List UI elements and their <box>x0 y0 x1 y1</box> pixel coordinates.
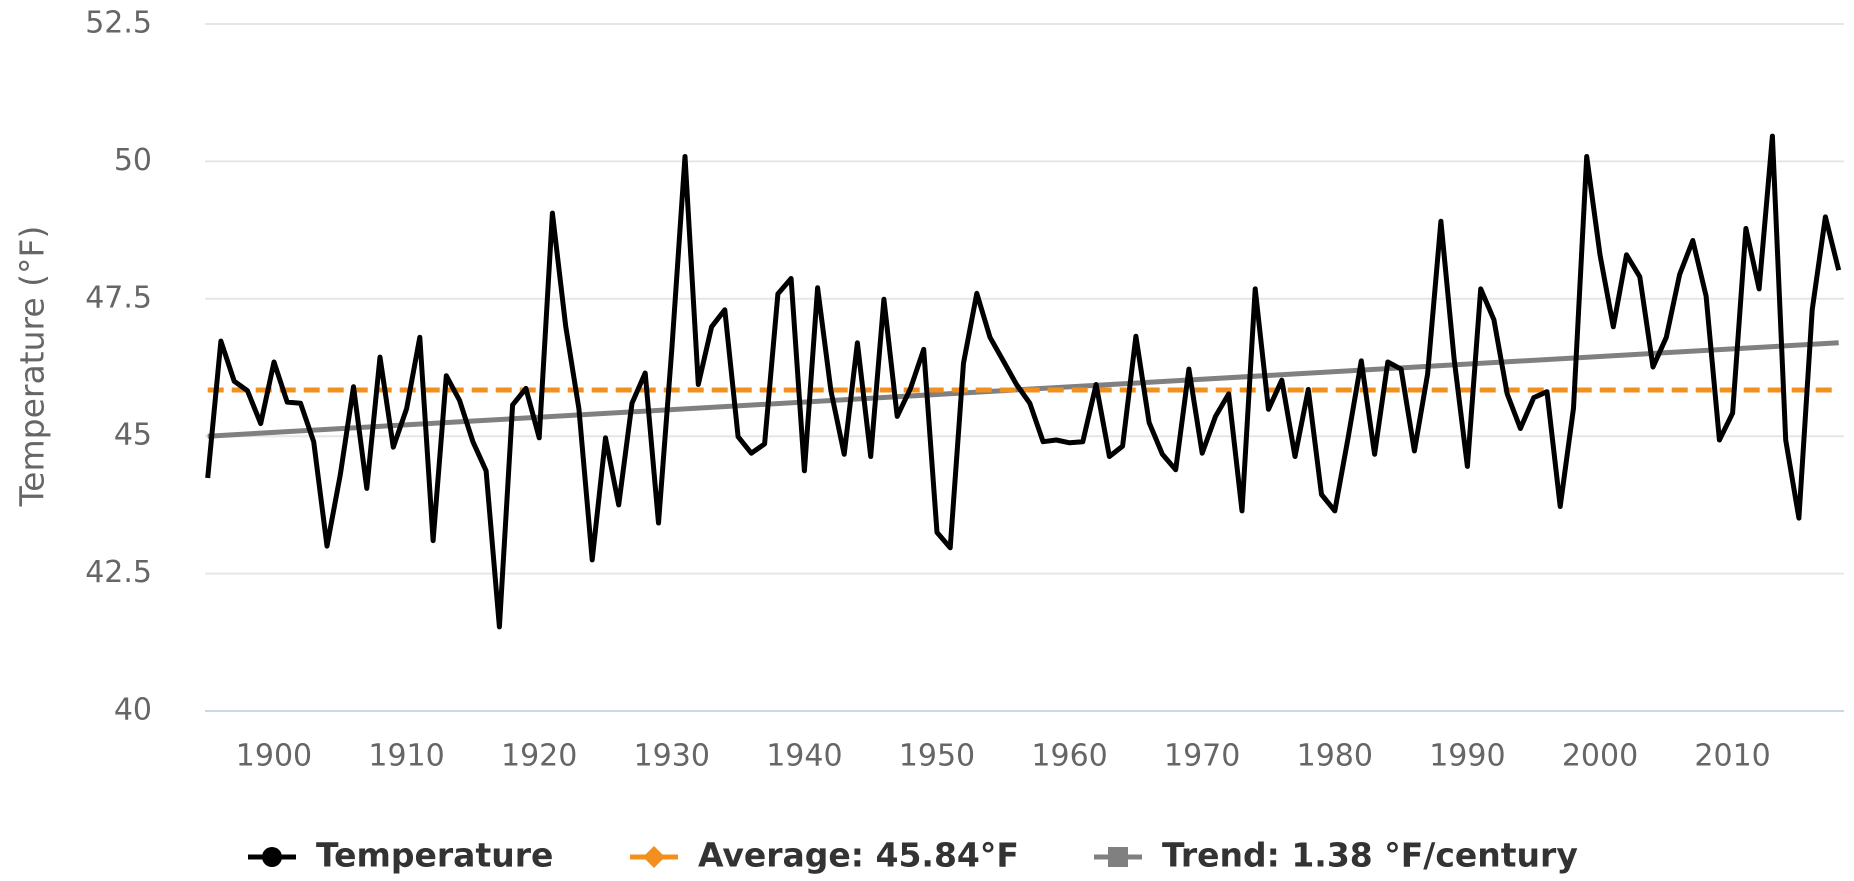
x-tick-label: 1940 <box>766 739 842 774</box>
y-axis-label: Temperature (°F) <box>13 226 52 508</box>
y-tick-label: 45 <box>114 418 152 453</box>
y-tick-label: 42.5 <box>85 555 152 590</box>
legend-marker <box>262 847 282 867</box>
y-tick-label: 47.5 <box>85 280 152 315</box>
x-tick-label: 1950 <box>899 739 975 774</box>
legend-marker <box>643 846 665 868</box>
x-tick-label: 2000 <box>1562 739 1638 774</box>
x-tick-label: 1980 <box>1297 739 1373 774</box>
legend-label: Trend: 1.38 °F/century <box>1162 836 1578 875</box>
y-tick-label: 50 <box>114 143 152 178</box>
legend-label: Temperature <box>316 836 553 875</box>
x-tick-label: 1960 <box>1031 739 1107 774</box>
x-tick-label: 1920 <box>501 739 577 774</box>
x-tick-label: 1930 <box>634 739 710 774</box>
y-tick-label: 52.5 <box>85 6 152 41</box>
x-tick-label: 1990 <box>1429 739 1505 774</box>
legend-label: Average: 45.84°F <box>698 836 1019 875</box>
x-tick-label: 1970 <box>1164 739 1240 774</box>
legend-marker <box>1108 847 1128 867</box>
series-line <box>207 340 1839 439</box>
series-line <box>205 133 1842 630</box>
x-tick-label: 1900 <box>236 739 312 774</box>
x-tick-label: 2010 <box>1694 739 1770 774</box>
y-tick-label: 40 <box>114 693 152 728</box>
x-tick-label: 1910 <box>368 739 444 774</box>
